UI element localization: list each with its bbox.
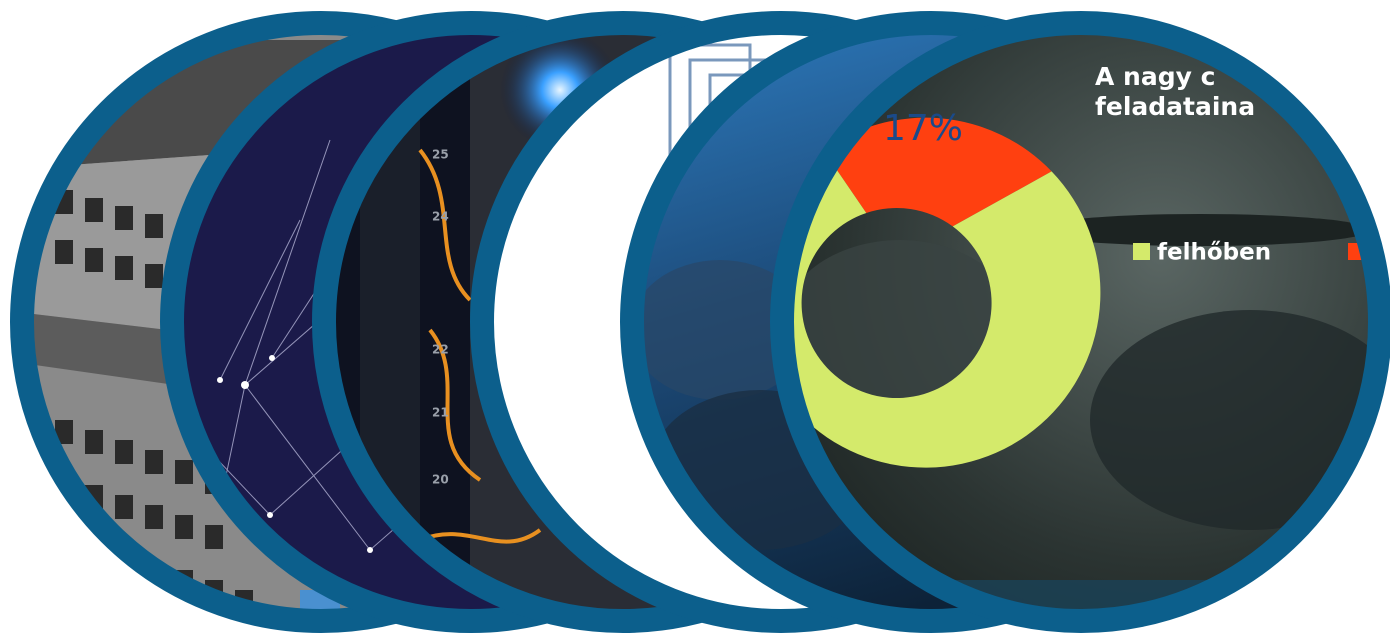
svg-text:21: 21	[432, 406, 449, 420]
svg-text:24: 24	[432, 210, 449, 224]
svg-text:20: 20	[432, 473, 449, 487]
title-line: feladataina	[1095, 92, 1255, 121]
percent-label: 17%	[883, 108, 963, 149]
donut-segment-green	[781, 150, 1101, 468]
donut-segment-red	[823, 117, 1052, 227]
legend-label: felhőben	[1157, 240, 1271, 266]
svg-text:25: 25	[432, 148, 449, 162]
title-line: A nagy c	[1095, 62, 1215, 91]
svg-text:22: 22	[432, 343, 449, 357]
legend-swatch	[1133, 243, 1150, 260]
